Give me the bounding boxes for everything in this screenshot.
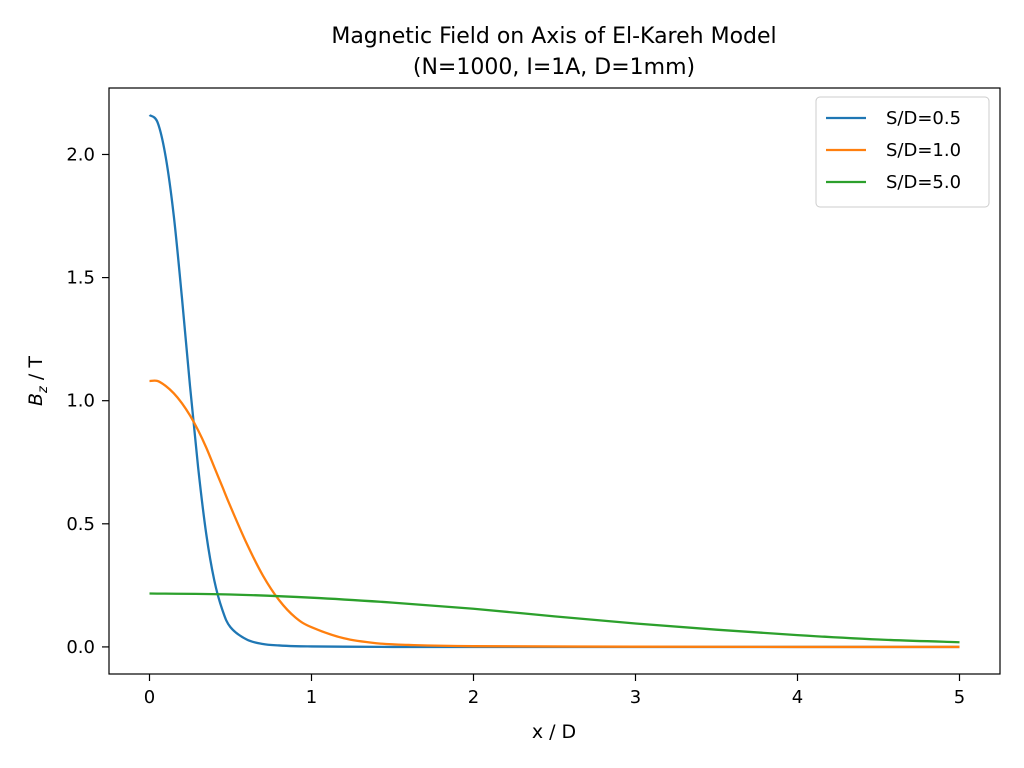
chart-title-line1: Magnetic Field on Axis of El-Kareh Model — [331, 24, 776, 49]
x-tick-label: 4 — [792, 687, 803, 708]
chart-title-line2: (N=1000, I=1A, D=1mm) — [413, 55, 695, 80]
x-tick-label: 3 — [630, 687, 641, 708]
x-tick-label: 5 — [954, 687, 965, 708]
series-line-3 — [149, 592, 960, 644]
series-line-2 — [149, 379, 960, 649]
y-tick-label: 0.0 — [66, 637, 95, 658]
x-tick-label: 2 — [468, 687, 479, 708]
y-axis-label-sub: z — [36, 385, 51, 394]
legend-box — [815, 96, 990, 208]
y-tick-label: 1.5 — [66, 268, 95, 289]
y-tick-label: 1.0 — [66, 391, 95, 412]
series-lines — [148, 114, 960, 649]
x-tick-label: 1 — [306, 687, 317, 708]
y-axis-label-main: B — [25, 393, 47, 406]
legend-label: S/D=5.0 — [886, 172, 961, 193]
y-tick-label: 2.0 — [66, 144, 95, 165]
legend: S/D=0.5 S/D=1.0 S/D=5.0 — [815, 96, 990, 208]
legend-label: S/D=1.0 — [886, 140, 961, 161]
y-axis-ticks: 0.0 0.5 1.0 1.5 2.0 — [66, 144, 109, 658]
x-axis-ticks: 0 1 2 3 4 5 — [144, 674, 965, 708]
legend-label: S/D=0.5 — [886, 108, 961, 129]
y-axis-label-unit: / T — [25, 356, 47, 386]
x-axis-label: x / D — [532, 721, 576, 743]
x-tick-label: 0 — [144, 687, 155, 708]
y-tick-label: 0.5 — [66, 514, 95, 535]
y-axis-label: Bz / T — [25, 356, 51, 406]
